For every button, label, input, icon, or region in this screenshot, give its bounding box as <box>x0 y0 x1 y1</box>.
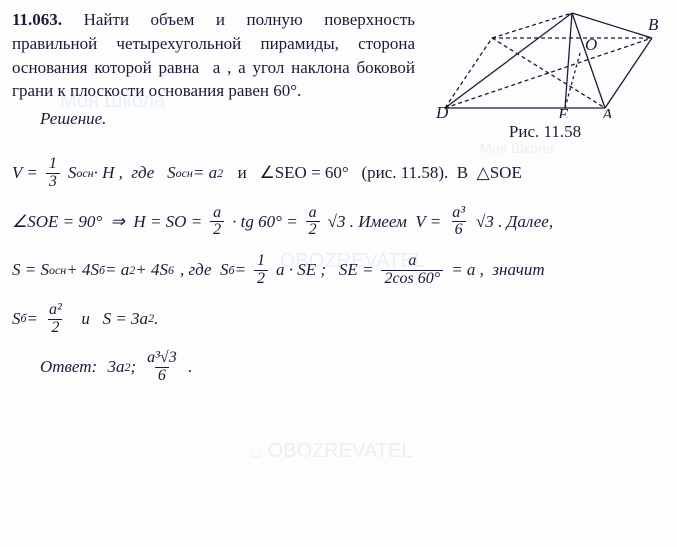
svg-text:O: O <box>585 35 597 54</box>
problem-number: 11.063. <box>12 10 62 29</box>
problem-statement: 11.063. Найти объем и полную поверхность… <box>12 8 415 142</box>
svg-text:A: A <box>601 105 613 118</box>
problem-text: Найти объем и полную поверхность правиль… <box>12 10 415 100</box>
figure: D E A O B Рис. 11.58 <box>415 8 665 142</box>
figure-caption: Рис. 11.58 <box>425 122 665 142</box>
svg-text:E: E <box>557 105 569 118</box>
answer-line: Ответ: 3a2 ; a³√36 . <box>12 350 665 385</box>
solution-line-2: ∠SOE = 90° ⇒ H = SO = a2 · tg 60° = a2 √… <box>12 205 665 240</box>
svg-text:B: B <box>648 15 659 34</box>
solution-line-1: V = 13 Sосн· H , где Sосн= a2 и ∠SEO = 6… <box>12 156 665 191</box>
pyramid-diagram: D E A O B <box>430 8 660 118</box>
solution-line-3: S = Sосн+ 4Sб= a2+ 4S6 , где Sб= 12 a · … <box>12 253 665 288</box>
solution-line-4: Sб= a²2 и S = 3a2 . <box>12 302 665 337</box>
solution-label: Решение. <box>12 107 415 131</box>
svg-text:D: D <box>435 103 449 118</box>
